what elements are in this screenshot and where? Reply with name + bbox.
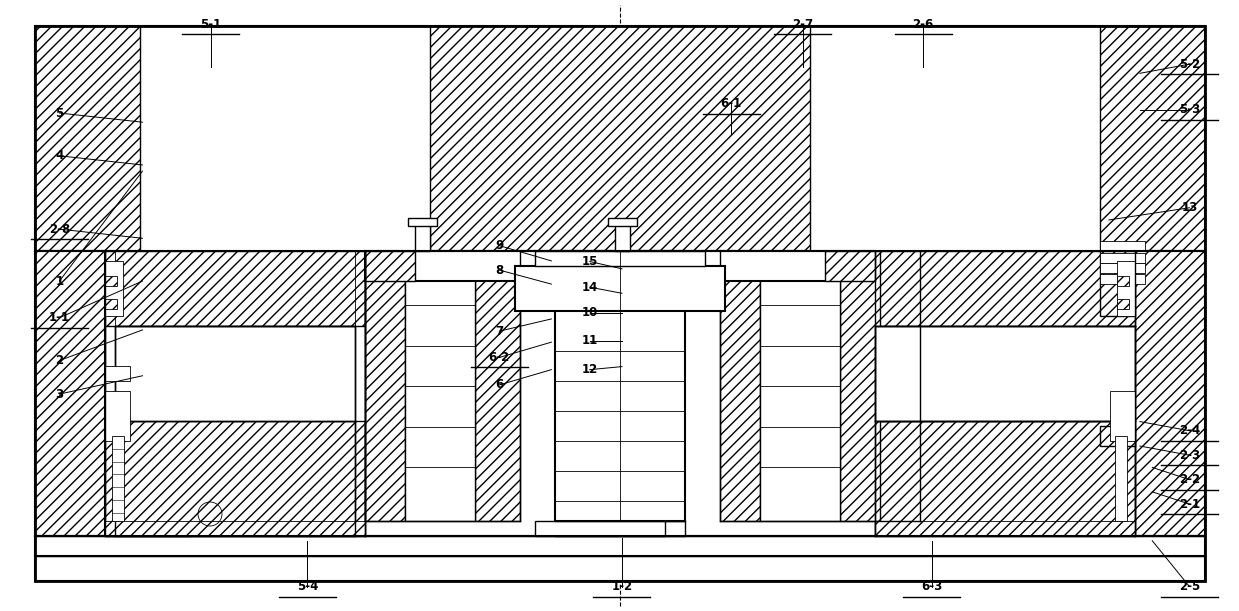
Text: 6: 6	[496, 378, 503, 392]
Bar	[810, 26, 1100, 251]
Bar	[35, 556, 1206, 581]
Text: 8: 8	[496, 263, 503, 277]
Text: 1-1: 1-1	[48, 311, 71, 324]
Bar	[115, 421, 356, 536]
Text: 11: 11	[581, 334, 598, 348]
Text: 3: 3	[56, 387, 63, 401]
Text: 2-2: 2-2	[1178, 473, 1201, 486]
Text: 14: 14	[581, 280, 598, 294]
Bar	[105, 366, 130, 381]
Text: 7: 7	[496, 324, 503, 338]
Bar	[405, 251, 475, 521]
Text: 10: 10	[581, 306, 598, 320]
Text: 5-1: 5-1	[199, 18, 222, 31]
Bar	[1100, 263, 1145, 273]
Bar	[408, 218, 437, 226]
Text: 4: 4	[56, 149, 63, 163]
Bar	[1100, 241, 1145, 251]
Bar	[535, 251, 705, 266]
Bar	[1135, 251, 1206, 536]
Bar	[105, 391, 130, 441]
Bar	[608, 218, 637, 226]
Bar	[720, 251, 760, 521]
Bar	[760, 256, 840, 516]
Bar	[875, 251, 1135, 326]
Text: 2-8: 2-8	[48, 222, 71, 236]
Text: 6-2: 6-2	[488, 351, 510, 364]
Text: 5-3: 5-3	[1178, 103, 1201, 117]
Text: 2-3: 2-3	[1178, 448, 1201, 462]
Bar	[875, 421, 1135, 536]
Bar	[366, 251, 405, 521]
Text: 2-1: 2-1	[1178, 497, 1201, 511]
Bar	[112, 436, 124, 521]
Bar	[1110, 391, 1135, 441]
Bar	[105, 276, 116, 286]
Bar	[875, 521, 1135, 536]
Bar	[140, 26, 430, 251]
Text: 12: 12	[581, 363, 598, 376]
Bar	[840, 251, 880, 521]
Bar	[115, 326, 356, 421]
Bar	[1100, 274, 1145, 284]
Bar	[366, 251, 415, 281]
Text: 13: 13	[1181, 201, 1198, 214]
Bar	[760, 251, 840, 521]
Bar	[515, 266, 725, 311]
Text: 2-4: 2-4	[1178, 424, 1201, 437]
Bar	[1118, 299, 1129, 309]
Bar	[555, 251, 685, 521]
Bar	[105, 299, 116, 309]
Bar	[105, 521, 366, 536]
Bar	[875, 326, 1135, 421]
Bar	[105, 261, 123, 316]
Text: 15: 15	[581, 255, 598, 268]
Bar	[415, 223, 430, 251]
Bar	[105, 421, 366, 536]
Text: 1-2: 1-2	[611, 580, 633, 593]
Bar	[35, 26, 1206, 251]
Bar	[405, 256, 475, 516]
Text: 1: 1	[56, 274, 63, 288]
Bar	[105, 251, 190, 536]
Bar	[35, 251, 105, 536]
Text: 2-5: 2-5	[1178, 580, 1201, 593]
Bar	[35, 536, 1206, 556]
Text: 2-6: 2-6	[912, 18, 934, 31]
Bar	[105, 251, 366, 326]
Bar	[1100, 251, 1135, 316]
Text: 9: 9	[496, 239, 503, 252]
Text: 6-1: 6-1	[720, 97, 742, 111]
Bar	[535, 521, 665, 536]
Text: 6-3: 6-3	[921, 580, 943, 593]
Bar	[1100, 253, 1145, 263]
Bar	[615, 223, 629, 251]
Text: 2: 2	[56, 354, 63, 367]
Text: 5: 5	[56, 106, 63, 120]
Text: 5-2: 5-2	[1178, 57, 1201, 71]
Bar	[1118, 261, 1135, 316]
Text: 5-4: 5-4	[296, 580, 318, 593]
Text: 2-7: 2-7	[792, 18, 814, 31]
Bar	[1118, 276, 1129, 286]
Bar	[555, 521, 685, 536]
Bar	[1100, 426, 1135, 446]
Bar	[475, 251, 520, 521]
Bar	[1115, 436, 1127, 521]
Bar	[825, 251, 875, 281]
Bar	[366, 251, 875, 281]
